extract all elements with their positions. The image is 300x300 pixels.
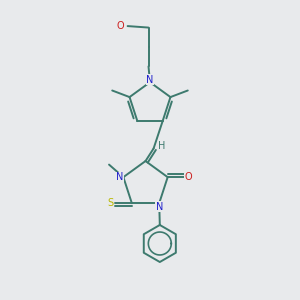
Text: N: N [155,202,163,212]
Text: O: O [116,21,124,31]
Text: H: H [158,141,166,151]
Text: O: O [184,172,192,182]
Text: N: N [116,172,124,182]
Text: S: S [107,198,113,208]
Text: N: N [146,75,154,85]
